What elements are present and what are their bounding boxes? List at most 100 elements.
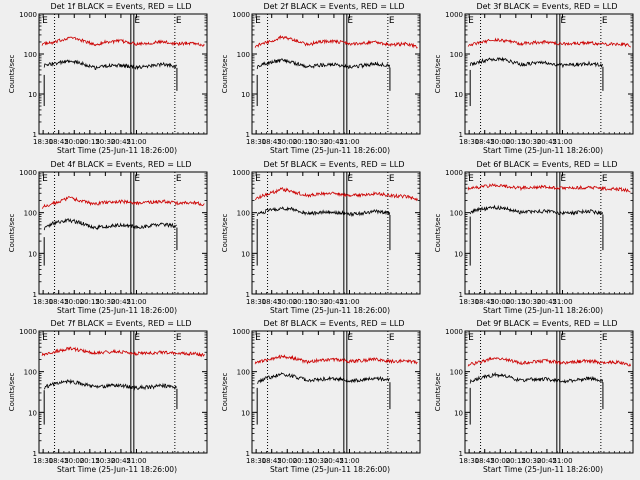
e-marker-label: E (176, 174, 182, 184)
x-tick-label: 20:45 (111, 138, 131, 146)
x-tick-label: 20:15 (293, 457, 313, 465)
x-tick-label: 20:30 (308, 138, 328, 146)
x-tick-label: 21:00 (552, 457, 572, 465)
y-tick-label: 1 (459, 291, 463, 299)
x-tick-label: 20:00 (490, 457, 510, 465)
y-tick-label: 1 (246, 131, 250, 139)
x-tick-label: 21:00 (126, 298, 146, 306)
x-tick-label: 20:45 (111, 298, 131, 306)
x-tick-label: 20:00 (490, 298, 510, 306)
x-tick-label: 20:30 (521, 138, 541, 146)
x-tick-label: 18:30 (33, 298, 53, 306)
series-lld-line (467, 356, 631, 367)
x-tick-label: 20:00 (64, 298, 84, 306)
series-lld-line (41, 195, 205, 209)
y-tick-label: 1 (33, 131, 37, 139)
panel-det-1f: Det 1f BLACK = Events, RED = LLD 1 10 100 10… (8, 2, 208, 155)
y-axis-label: Counts/sec (8, 373, 16, 412)
panel-det-9f: Det 9f BLACK = Events, RED = LLD 1 10 100 10… (434, 319, 634, 474)
x-tick-label: 20:15 (80, 298, 100, 306)
y-tick-label: 1 (459, 131, 463, 139)
e-marker-label: E (42, 333, 48, 343)
x-tick-label: 18:30 (459, 298, 479, 306)
e-marker-label: E (255, 16, 261, 26)
x-axis-label: Start Time (25-Jun-11 18:26:00) (483, 465, 603, 474)
x-tick-label: 20:00 (277, 138, 297, 146)
e-marker-label: E (255, 333, 261, 343)
x-tick-label: 20:45 (537, 457, 557, 465)
series-events-line (43, 378, 178, 391)
series-lld-line (254, 354, 418, 365)
e-marker-label: E (255, 174, 261, 184)
e-marker-label: E (468, 174, 474, 184)
y-tick-label: 1000 (232, 11, 250, 19)
panel-det-7f: Det 7f BLACK = Events, RED = LLD 1 10 100 10… (8, 319, 208, 474)
x-tick-label: 18:30 (459, 138, 479, 146)
y-tick-label: 1000 (19, 328, 37, 336)
x-tick-label: 18:45 (262, 457, 282, 465)
plot-frame (251, 171, 421, 295)
e-marker-label: E (134, 174, 140, 184)
series-events-line (469, 371, 604, 384)
x-axis-label: Start Time (25-Jun-11 18:26:00) (270, 146, 390, 155)
panel-title: Det 8f BLACK = Events, RED = LLD (263, 319, 404, 328)
x-tick-label: 21:00 (339, 298, 359, 306)
x-tick-label: 20:00 (277, 457, 297, 465)
y-tick-label: 1 (33, 291, 37, 299)
plot-frame (251, 13, 421, 135)
plot-frame (38, 171, 208, 295)
y-tick-label: 10 (454, 250, 463, 258)
x-tick-label: 18:30 (33, 138, 53, 146)
y-tick-label: 100 (450, 51, 463, 59)
y-tick-label: 10 (28, 91, 37, 99)
panel-title: Det 4f BLACK = Events, RED = LLD (50, 160, 191, 169)
panel-title: Det 2f BLACK = Events, RED = LLD (263, 2, 404, 11)
x-axis-label: Start Time (25-Jun-11 18:26:00) (57, 306, 177, 315)
y-tick-label: 100 (237, 210, 250, 218)
y-tick-label: 10 (454, 409, 463, 417)
y-tick-label: 100 (24, 51, 37, 59)
x-tick-label: 20:15 (80, 138, 100, 146)
y-tick-label: 1 (459, 450, 463, 458)
y-axis-label: Counts/sec (434, 373, 442, 412)
e-marker-label: E (560, 174, 566, 184)
panel-title: Det 7f BLACK = Events, RED = LLD (50, 319, 191, 328)
x-tick-label: 18:30 (246, 298, 266, 306)
plot-frame (38, 330, 208, 454)
y-tick-label: 100 (237, 51, 250, 59)
x-tick-label: 20:00 (277, 298, 297, 306)
y-tick-label: 10 (241, 91, 250, 99)
x-tick-label: 20:15 (506, 138, 526, 146)
x-tick-label: 18:30 (459, 457, 479, 465)
y-tick-label: 100 (237, 369, 250, 377)
e-marker-label: E (560, 333, 566, 343)
x-tick-label: 20:30 (95, 457, 115, 465)
x-tick-label: 18:45 (49, 298, 69, 306)
x-axis-label: Start Time (25-Jun-11 18:26:00) (270, 465, 390, 474)
x-tick-label: 18:30 (33, 457, 53, 465)
x-tick-label: 20:30 (521, 457, 541, 465)
panel-title: Det 9f BLACK = Events, RED = LLD (476, 319, 617, 328)
y-tick-label: 1000 (232, 169, 250, 177)
e-marker-label: E (134, 333, 140, 343)
e-marker-label: E (389, 333, 395, 343)
x-tick-label: 18:45 (262, 298, 282, 306)
y-tick-label: 10 (28, 250, 37, 258)
x-tick-label: 20:30 (95, 138, 115, 146)
panel-det-5f: Det 5f BLACK = Events, RED = LLD 1 10 100 10… (221, 160, 421, 315)
x-axis-label: Start Time (25-Jun-11 18:26:00) (57, 146, 177, 155)
x-axis-label: Start Time (25-Jun-11 18:26:00) (483, 306, 603, 315)
series-events-line (469, 204, 604, 216)
panel-det-2f: Det 2f BLACK = Events, RED = LLD 1 10 100 10… (221, 2, 421, 155)
x-tick-label: 20:15 (506, 298, 526, 306)
y-tick-label: 100 (24, 210, 37, 218)
x-tick-label: 21:00 (552, 298, 572, 306)
plot-frame (251, 330, 421, 454)
e-marker-label: E (602, 16, 608, 26)
y-axis-label: Counts/sec (8, 55, 16, 94)
y-axis-label: Counts/sec (221, 373, 229, 412)
y-tick-label: 1000 (232, 328, 250, 336)
e-marker-label: E (602, 174, 608, 184)
x-tick-label: 20:45 (324, 138, 344, 146)
